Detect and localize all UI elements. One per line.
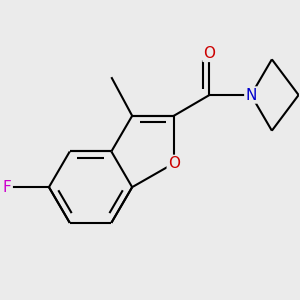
Text: O: O [168, 156, 180, 171]
Text: O: O [203, 46, 215, 61]
Text: F: F [3, 180, 12, 195]
Text: N: N [245, 88, 257, 103]
